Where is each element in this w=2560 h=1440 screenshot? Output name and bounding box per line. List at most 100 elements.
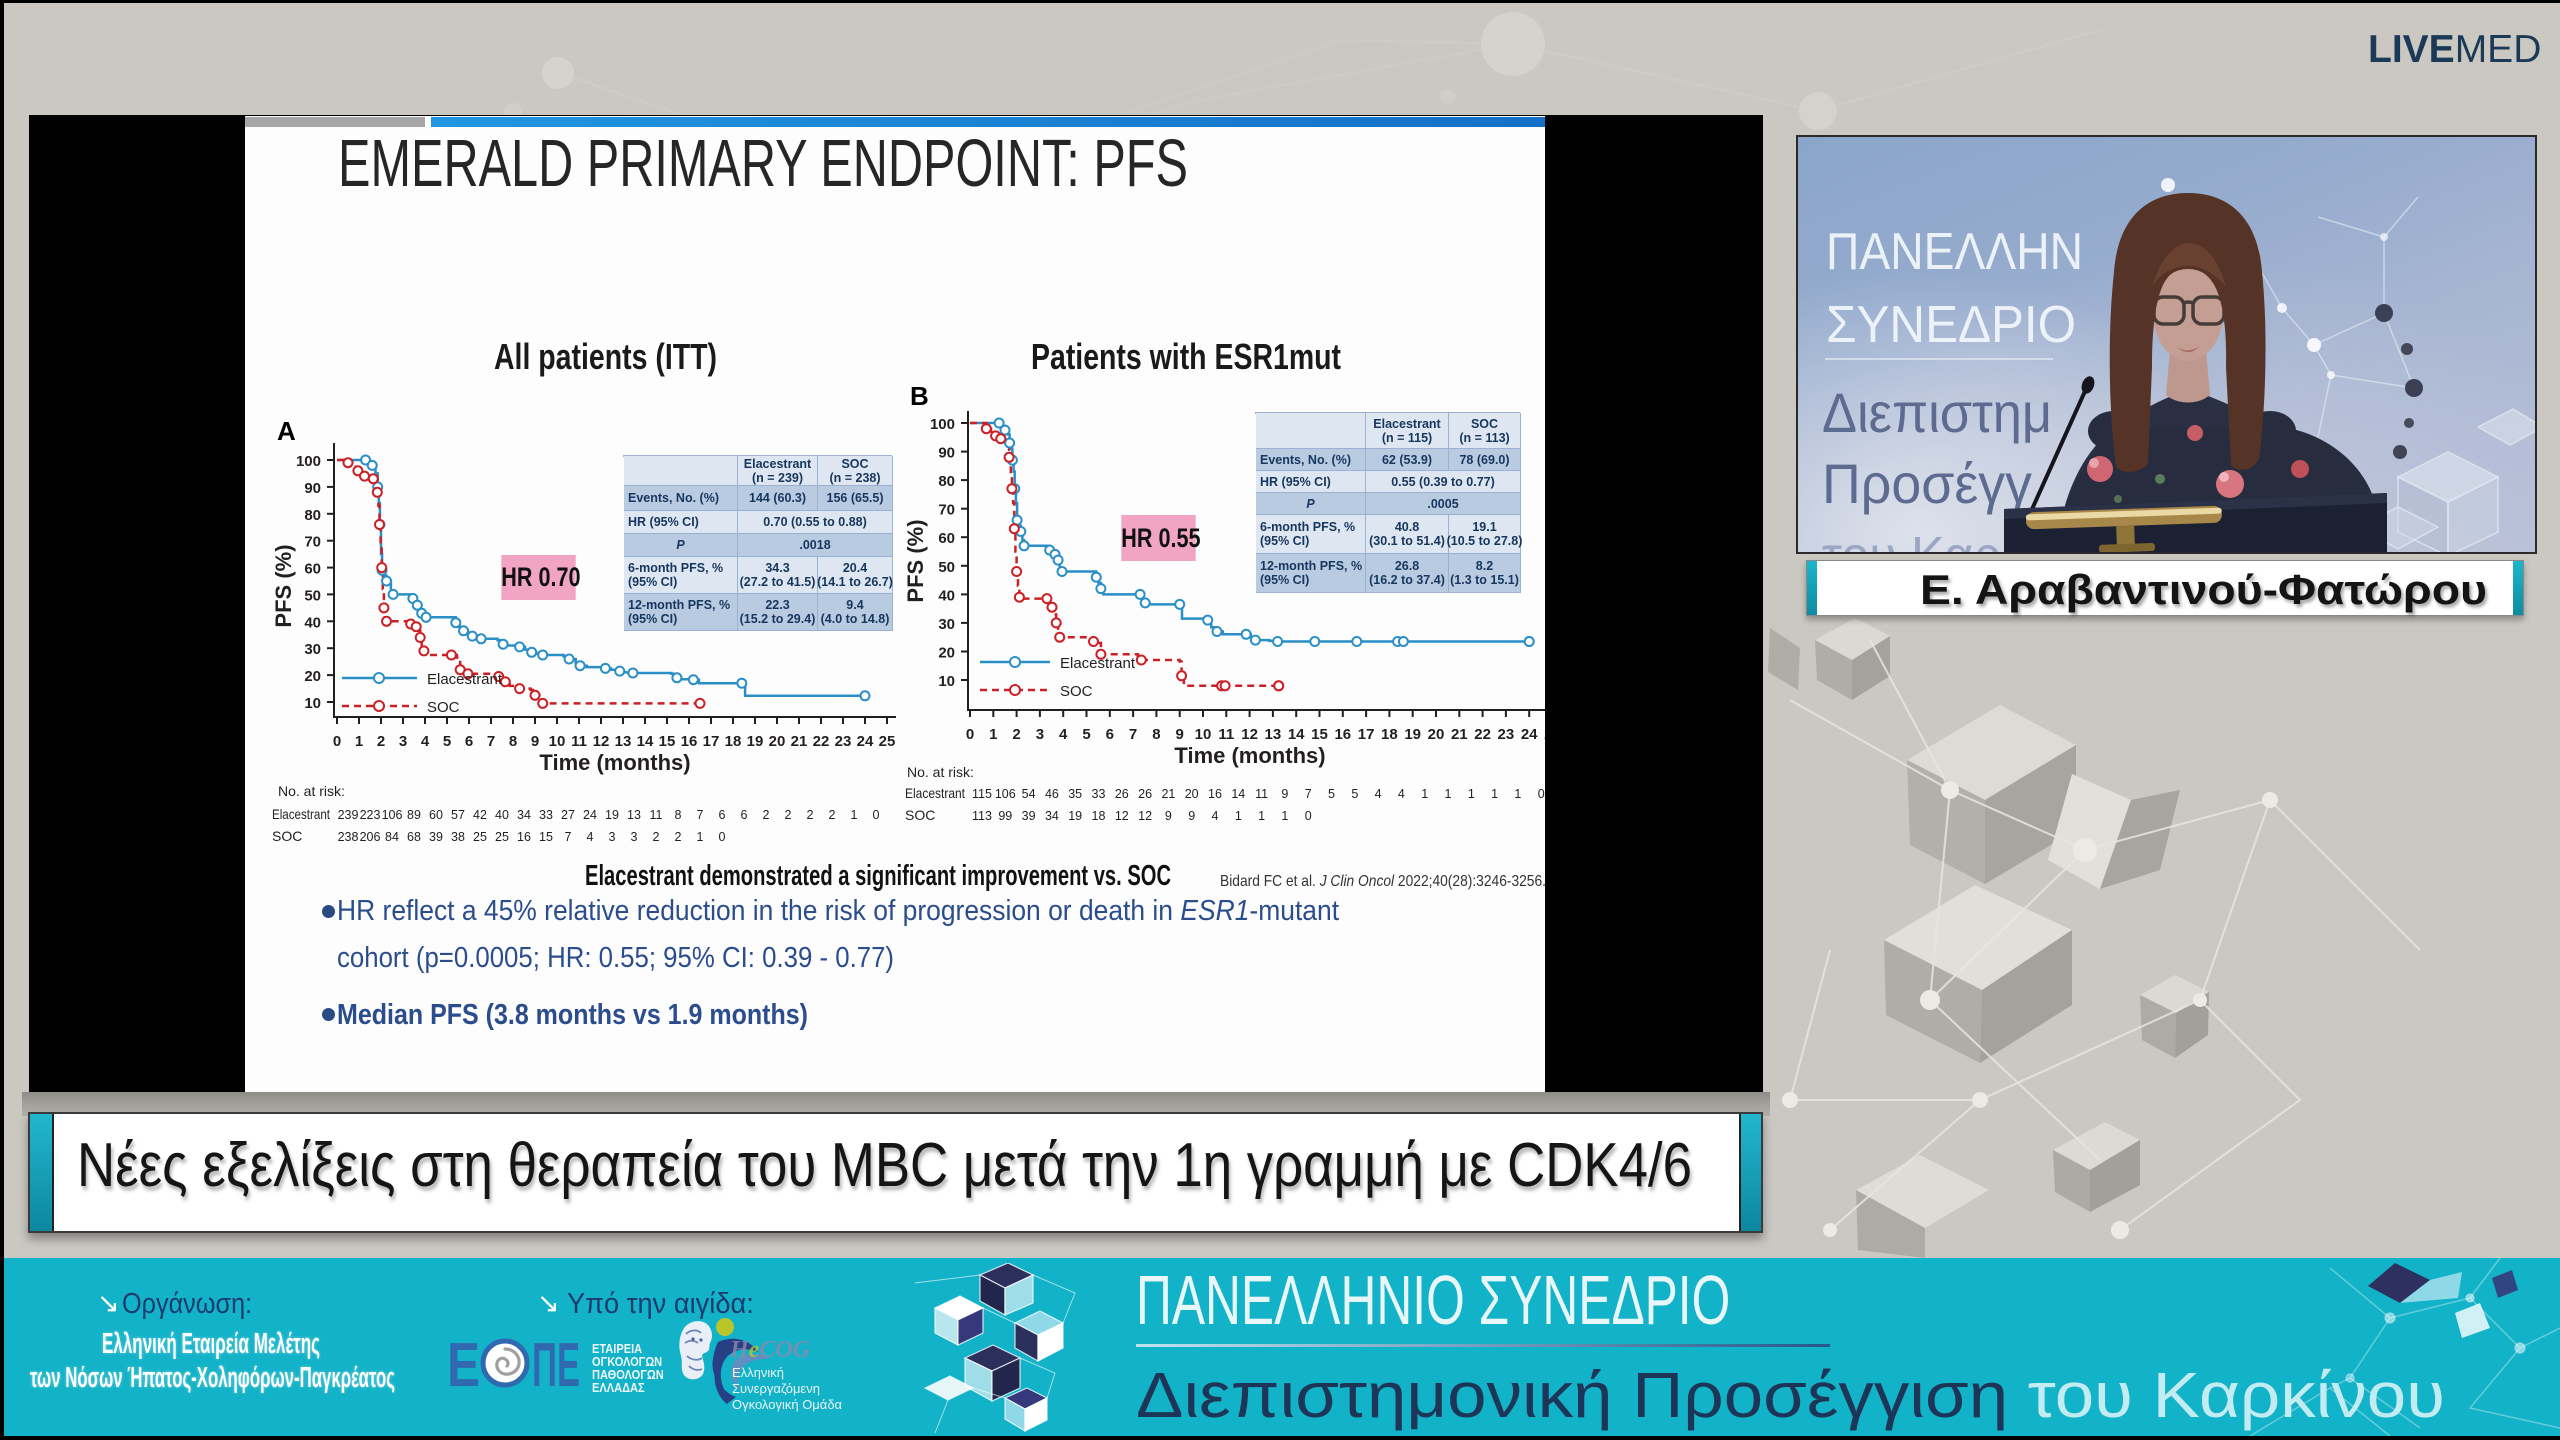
- svg-text:7: 7: [1305, 787, 1312, 801]
- svg-text:35: 35: [1068, 787, 1082, 801]
- svg-text:4: 4: [1059, 726, 1068, 743]
- svg-text:7: 7: [697, 808, 704, 822]
- svg-text:100: 100: [930, 416, 955, 433]
- svg-text:HeCOG: HeCOG: [729, 1337, 811, 1363]
- svg-text:20: 20: [1428, 726, 1445, 743]
- svg-text:80: 80: [938, 473, 955, 490]
- svg-text:25: 25: [1544, 726, 1545, 743]
- svg-text:0: 0: [333, 733, 341, 750]
- svg-text:20: 20: [304, 668, 321, 685]
- svg-text:2: 2: [807, 808, 814, 822]
- svg-text:Συνεργαζόμενη: Συνεργαζόμενη: [732, 1381, 820, 1396]
- svg-text:12: 12: [1241, 726, 1258, 743]
- svg-text:80: 80: [304, 507, 321, 524]
- svg-text:20: 20: [938, 645, 955, 662]
- svg-text:13: 13: [1265, 726, 1282, 743]
- svg-text:22: 22: [813, 733, 830, 750]
- svg-text:26: 26: [1115, 787, 1129, 801]
- svg-text:10: 10: [549, 733, 566, 750]
- svg-text:20: 20: [1185, 787, 1199, 801]
- svg-text:50: 50: [304, 587, 321, 604]
- svg-text:25: 25: [879, 733, 896, 750]
- svg-text:34: 34: [517, 808, 531, 822]
- svg-text:16: 16: [517, 830, 531, 844]
- svg-text:SOC: SOC: [905, 807, 935, 823]
- svg-text:54: 54: [1022, 787, 1036, 801]
- svg-text:4: 4: [587, 830, 594, 844]
- svg-text:14: 14: [1231, 787, 1245, 801]
- svg-text:5: 5: [1351, 787, 1358, 801]
- svg-text:10: 10: [304, 695, 321, 712]
- svg-text:106: 106: [995, 787, 1016, 801]
- svg-text:23: 23: [835, 733, 852, 750]
- svg-text:20: 20: [769, 733, 786, 750]
- svg-text:60: 60: [429, 808, 443, 822]
- svg-text:ΠΕ: ΠΕ: [532, 1338, 580, 1396]
- svg-text:238: 238: [338, 830, 359, 844]
- svg-text:33: 33: [1092, 787, 1106, 801]
- svg-text:Elacestrant: Elacestrant: [1060, 655, 1136, 672]
- svg-text:6: 6: [465, 733, 473, 750]
- svg-text:1: 1: [1514, 787, 1521, 801]
- svg-text:50: 50: [938, 559, 955, 576]
- svg-text:9: 9: [1176, 726, 1184, 743]
- svg-text:Time (months): Time (months): [1174, 743, 1325, 768]
- svg-text:42: 42: [473, 808, 487, 822]
- svg-text:7: 7: [1129, 726, 1137, 743]
- svg-text:3: 3: [609, 830, 616, 844]
- svg-text:40: 40: [304, 614, 321, 631]
- svg-text:1: 1: [697, 830, 704, 844]
- svg-text:4: 4: [421, 733, 430, 750]
- svg-text:15: 15: [659, 733, 676, 750]
- svg-text:60: 60: [938, 530, 955, 547]
- svg-text:25: 25: [473, 830, 487, 844]
- svg-text:38: 38: [451, 830, 465, 844]
- svg-text:7: 7: [487, 733, 495, 750]
- svg-text:24: 24: [1521, 726, 1538, 743]
- svg-text:0: 0: [873, 808, 880, 822]
- svg-text:0: 0: [1305, 809, 1312, 823]
- svg-text:Ε: Ε: [447, 1338, 480, 1396]
- svg-text:39: 39: [429, 830, 443, 844]
- svg-text:5: 5: [443, 733, 451, 750]
- svg-text:19: 19: [747, 733, 764, 750]
- svg-text:206: 206: [360, 830, 381, 844]
- svg-text:9: 9: [531, 733, 539, 750]
- svg-text:40: 40: [495, 808, 509, 822]
- svg-text:106: 106: [382, 808, 403, 822]
- svg-text:Elacestrant: Elacestrant: [272, 806, 330, 822]
- svg-text:18: 18: [1092, 809, 1106, 823]
- svg-text:90: 90: [304, 480, 321, 497]
- svg-text:16: 16: [1208, 787, 1222, 801]
- svg-text:SOC: SOC: [1060, 683, 1093, 700]
- svg-text:18: 18: [725, 733, 742, 750]
- svg-text:9: 9: [1165, 809, 1172, 823]
- svg-text:0: 0: [719, 830, 726, 844]
- svg-text:Time (months): Time (months): [539, 750, 690, 775]
- svg-text:9: 9: [1188, 809, 1195, 823]
- svg-text:8: 8: [509, 733, 517, 750]
- svg-text:68: 68: [407, 830, 421, 844]
- svg-text:11: 11: [1255, 787, 1268, 801]
- svg-text:57: 57: [451, 808, 465, 822]
- svg-text:115: 115: [972, 787, 992, 801]
- svg-text:60: 60: [304, 561, 321, 578]
- svg-text:1: 1: [1258, 809, 1265, 823]
- svg-text:5: 5: [1328, 787, 1335, 801]
- svg-text:19: 19: [605, 808, 619, 822]
- svg-text:99: 99: [998, 809, 1012, 823]
- svg-text:Ελληνική: Ελληνική: [732, 1365, 784, 1380]
- svg-text:1: 1: [355, 733, 363, 750]
- svg-text:Elacestrant: Elacestrant: [427, 671, 503, 688]
- svg-text:3: 3: [1036, 726, 1044, 743]
- svg-text:11: 11: [571, 733, 587, 750]
- svg-text:17: 17: [703, 733, 720, 750]
- svg-text:0: 0: [966, 726, 974, 743]
- svg-text:30: 30: [938, 616, 955, 633]
- svg-text:1: 1: [851, 808, 858, 822]
- svg-text:46: 46: [1045, 787, 1059, 801]
- svg-text:1: 1: [1281, 809, 1288, 823]
- svg-text:16: 16: [681, 733, 698, 750]
- svg-text:11: 11: [1218, 726, 1234, 743]
- svg-text:6: 6: [719, 808, 726, 822]
